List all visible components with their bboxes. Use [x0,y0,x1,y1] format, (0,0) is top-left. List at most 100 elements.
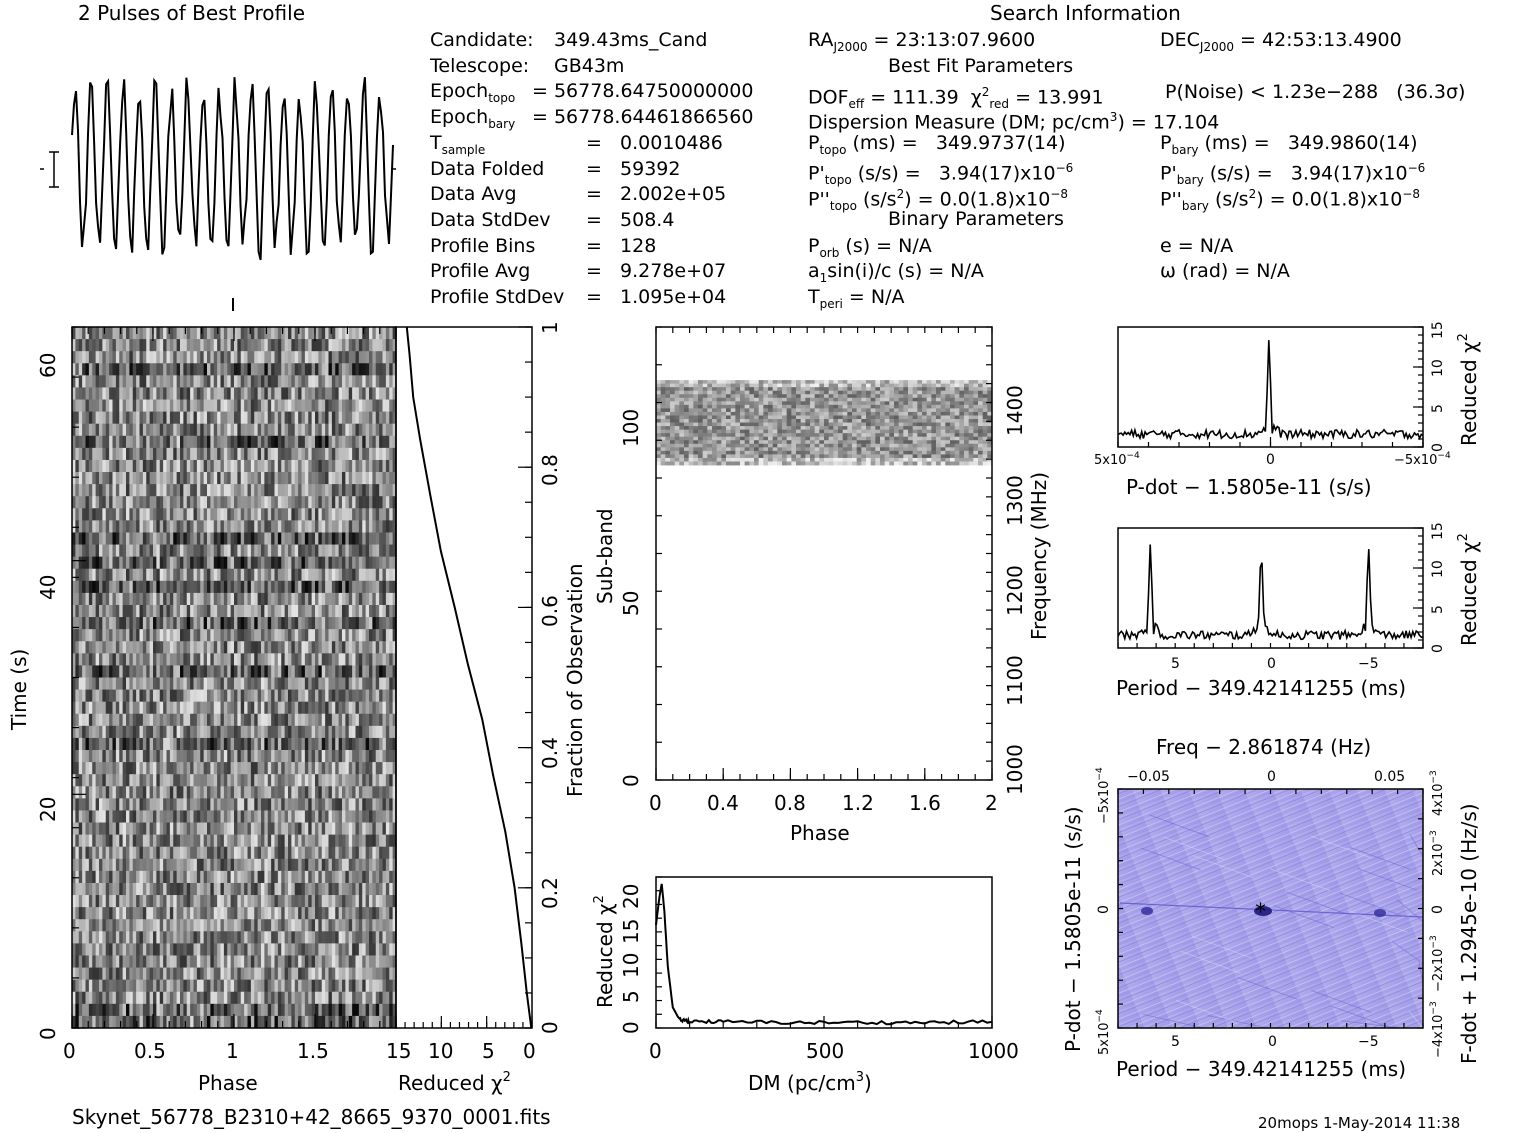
time-phase-cell [132,943,137,956]
time-phase-cell [126,846,130,860]
time-phase-cell [180,544,184,558]
time-phase-cell [156,725,161,739]
time-phase-cell [345,919,350,932]
time-phase-cell [166,810,171,823]
time-phase-cell [193,762,198,775]
time-phase-cell [362,435,367,449]
time-phase-cell [196,617,201,630]
time-phase-cell [176,617,181,630]
time-phase-cell [301,665,306,678]
time-phase-cell [375,339,380,352]
time-phase-cell [274,834,279,848]
time-phase-cell [210,931,215,944]
time-phase-cell [132,762,137,775]
time-phase-cell [119,447,124,461]
time-phase-cell [261,677,265,690]
time-phase-cell [129,665,134,678]
time-phase-cell [173,750,178,763]
time-phase-cell [78,411,83,425]
time-phase-cell [196,363,201,376]
time-phase-cell [369,351,373,364]
time-phase-cell [126,568,130,582]
time-phase-cell [119,339,124,352]
time-phase-cell [237,423,242,437]
time-phase-cell [210,544,215,558]
time-phase-cell [385,556,390,570]
time-phase-cell [75,725,80,739]
time-phase-cell [163,435,167,449]
time-phase-cell [132,363,137,376]
time-phase-cell [119,810,124,823]
time-phase-cell [281,629,286,642]
time-phase-cell [392,786,397,799]
time-phase-cell [271,496,275,509]
time-phase-cell [240,399,245,413]
time-phase-cell [392,882,397,896]
time-phase-cell [325,737,329,751]
time-phase-cell [288,484,292,497]
time-phase-cell [342,327,346,340]
time-phase-cell [318,363,323,376]
time-phase-cell [294,798,299,811]
time-phase-cell [139,629,144,642]
time-phase-cell [274,580,279,594]
time-phase-cell [379,399,383,413]
time-phase-cell [267,617,272,630]
time-phase-cell [85,520,90,533]
time-phase-cell [358,653,363,666]
time-phase-cell [142,568,147,582]
time-phase-cell [365,750,370,763]
time-phase-cell [261,725,265,739]
time-phase-cell [136,689,140,703]
time-phase-cell [331,677,336,690]
time-phase-cell [315,798,319,811]
time-phase-cell [126,943,130,956]
time-phase-cell [254,834,259,848]
time-phase-cell [156,689,161,703]
time-phase-cell [331,919,336,932]
time-phase-cell [274,858,279,872]
time-phase-cell [210,447,215,461]
time-phase-cell [281,351,286,364]
time-phase-cell [315,459,319,473]
filename: Skynet_56778_B2310+42_8665_9370_0001.fit… [72,1105,551,1129]
time-phase-cell [294,641,299,654]
time-phase-cell [315,750,319,763]
time-phase-cell [136,931,140,944]
time-phase-cell [331,701,336,715]
time-phase-cell [105,496,110,509]
time-phase-cell [298,472,302,485]
time-phase-cell [298,617,302,630]
time-phase-cell [95,532,100,545]
time-phase-cell [99,822,103,836]
time-phase-cell [247,858,252,872]
time-phase-cell [75,665,80,678]
time-phase-cell [159,931,164,944]
time-phase-cell [139,882,144,896]
time-phase-cell [281,508,286,521]
time-phase-cell [217,568,221,582]
time-phase-cell [163,472,167,485]
time-phase-cell [234,568,238,582]
time-phase-cell [95,713,100,727]
time-phase-cell [328,931,333,944]
time-phase-cell [139,895,144,908]
time-phase-cell [129,641,134,654]
time-phase-cell [352,834,356,848]
time-phase-cell [294,907,299,920]
time-phase-cell [291,508,296,521]
time-phase-cell [180,339,184,352]
time-phase-cell [372,641,377,654]
time-phase-cell [345,411,350,425]
time-phase-cell [92,556,97,570]
time-phase-cell [338,399,343,413]
time-phase-cell [82,737,86,751]
time-phase-cell [126,653,130,666]
time-phase-cell [315,713,319,727]
time-phase-cell [318,665,323,678]
time-phase-cell [234,943,238,956]
time-phase-cell [325,665,329,678]
time-phase-cell [112,810,117,823]
time-phase-cell [203,375,208,388]
time-phase-cell [95,472,100,485]
